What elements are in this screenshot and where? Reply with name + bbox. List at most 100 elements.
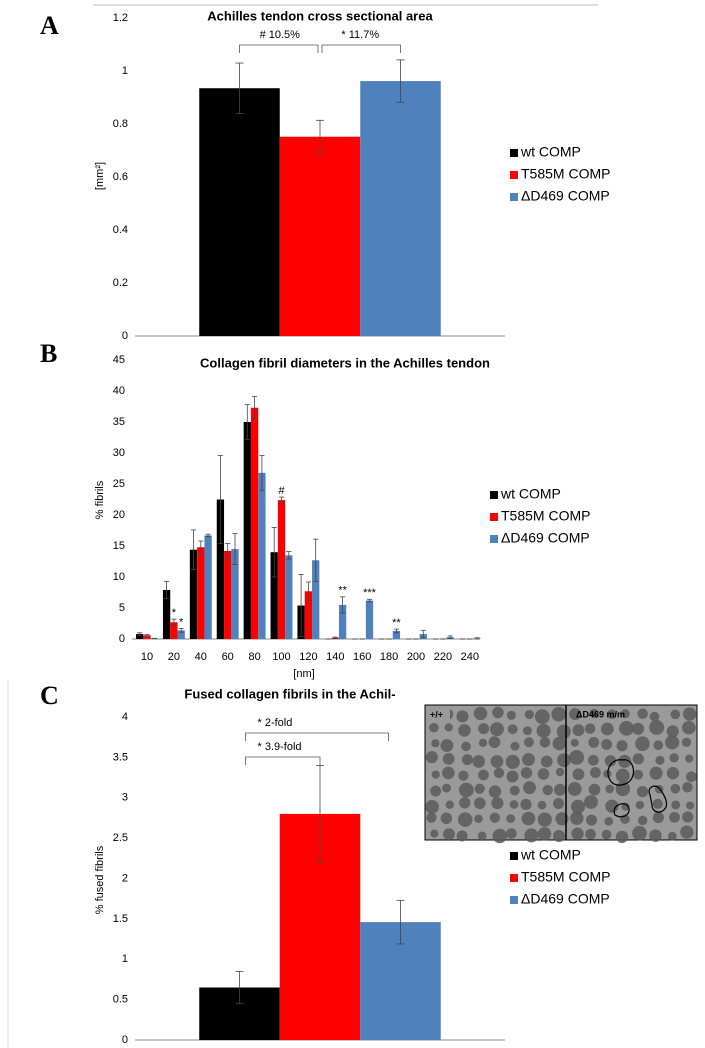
error-bar [217,455,223,544]
fibril [615,781,631,797]
fibril [555,767,565,777]
chart-title: Fused collagen fibrils in the Achil- [184,686,395,701]
inset-label: ΔD469 m/m [576,709,625,719]
error-bar [447,635,453,639]
error-bar [232,533,238,565]
x-axis-label: [nm] [293,668,314,680]
error-bar [271,527,277,578]
error-bar [178,628,184,633]
x-tick-label: 40 [195,651,207,663]
error-bar [396,59,405,103]
y-tick-label: 10 [113,571,125,583]
fibril [474,783,485,794]
fibril [552,736,567,751]
bar [304,591,313,639]
error-bar [474,637,480,640]
legend-swatch [490,513,498,521]
legend-swatch [510,874,518,882]
fibril [540,755,553,768]
fibril [445,800,454,809]
fibril [488,736,501,748]
fibril [474,814,483,824]
error-bar [190,529,197,570]
x-tick-label: 220 [434,651,452,663]
bracket [239,44,319,53]
fibril [682,811,694,823]
fibril [601,829,612,840]
error-bar [259,455,265,491]
x-tick-label: 100 [272,651,290,663]
fibril [534,709,550,725]
legend-label: wt COMP [500,486,561,502]
fibril [430,829,439,838]
bar [197,547,205,639]
x-tick-label: 20 [168,651,180,663]
legend-label: T585M COMP [521,869,610,885]
error-bar [393,628,399,634]
fibril [490,755,504,768]
significance-marker: *** [363,587,377,599]
panel-letter: B [40,339,57,368]
error-bar [205,533,211,538]
fibril [686,801,695,810]
y-tick-label: 2 [122,872,128,884]
error-bar [340,596,346,614]
error-bar [305,581,311,601]
y-tick-label: 2.5 [113,832,128,844]
significance-marker: * [172,607,177,619]
bar [170,622,178,639]
x-tick-label: 200 [407,651,425,663]
bar [365,600,374,639]
fibril [537,812,552,827]
fibril [556,724,571,739]
fibril [589,708,599,719]
legend-swatch [510,852,518,860]
bar [250,407,259,639]
fibril [461,754,473,766]
fibril [520,798,532,811]
fibril [655,755,665,765]
bar [224,550,232,639]
fibril [505,754,520,769]
fibril [442,766,455,780]
fibril [456,830,468,842]
fibril [456,710,469,723]
fibril [600,722,614,736]
fibril [507,724,518,735]
error-bar [225,543,231,559]
fibril [551,706,567,722]
fibril [649,719,665,735]
fibril [620,709,630,719]
x-tick-label: 120 [299,651,317,663]
legend-label: T585M COMP [521,166,610,182]
y-tick-label: 3 [122,792,128,804]
fibril [477,831,487,841]
fibril [489,812,501,823]
fibril [631,722,645,735]
fibril [461,741,471,752]
fibril [506,710,516,720]
y-axis-label: % fused fibrils [94,845,106,914]
fibril [584,795,598,809]
fibril [682,707,697,721]
y-tick-label: 15 [113,540,125,552]
fibril [666,725,679,738]
x-tick-label: 10 [141,651,153,663]
fibril [493,767,505,779]
fibril [458,770,469,781]
fibril [669,753,679,763]
fibril [443,828,455,841]
x-tick-label: 80 [248,651,260,663]
y-tick-label: 0 [122,330,128,342]
fibril [524,709,534,720]
fibril [569,708,582,721]
fibril [586,814,598,826]
error-bar [198,540,204,554]
fibril [607,709,617,720]
fibril [670,709,681,720]
bar [285,555,293,639]
fibril [668,831,677,841]
fibril [671,800,681,810]
fibril [681,737,692,747]
bar [231,549,239,639]
